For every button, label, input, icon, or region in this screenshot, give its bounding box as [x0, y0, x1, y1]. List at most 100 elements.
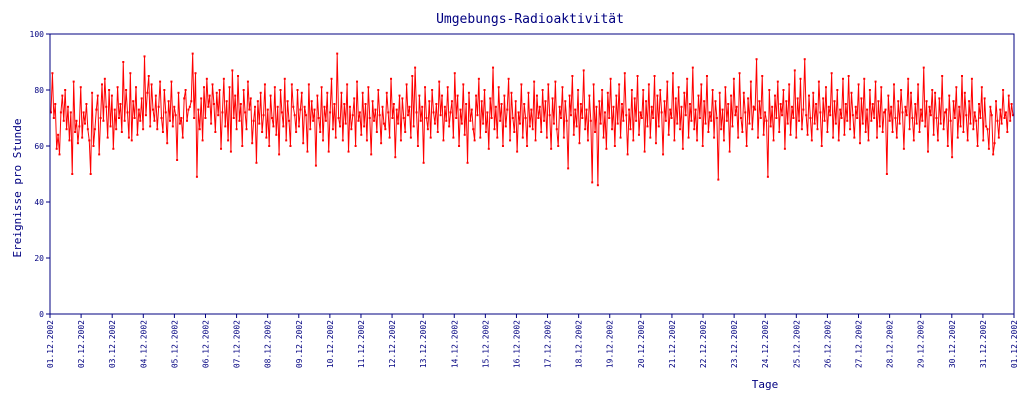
data-point	[687, 136, 690, 139]
data-point	[599, 122, 602, 125]
data-point	[959, 125, 962, 128]
data-point	[530, 108, 533, 111]
data-point	[52, 117, 55, 119]
data-point	[142, 128, 145, 131]
data-point	[645, 100, 648, 103]
data-point	[875, 136, 878, 139]
data-point	[684, 114, 687, 117]
data-point	[435, 103, 438, 105]
data-point	[262, 114, 265, 117]
data-point	[285, 139, 288, 142]
x-tick-label: 19.12.2002	[606, 320, 615, 368]
data-point	[221, 111, 224, 114]
data-point	[261, 131, 264, 133]
data-point	[609, 77, 612, 80]
data-point	[674, 97, 677, 100]
data-point	[686, 77, 689, 80]
data-point	[823, 119, 826, 122]
data-point	[707, 131, 710, 133]
data-point	[880, 86, 883, 89]
data-point	[195, 175, 198, 178]
data-point	[116, 86, 119, 89]
data-point	[327, 150, 330, 153]
data-point	[365, 139, 368, 142]
data-point	[677, 86, 680, 89]
data-point	[272, 125, 275, 128]
data-point	[659, 89, 662, 91]
data-point	[412, 125, 415, 128]
data-point	[540, 131, 543, 133]
data-point	[895, 136, 898, 139]
data-point	[858, 142, 861, 145]
x-tick-label: 01.12.2002	[46, 320, 55, 368]
data-point	[496, 136, 499, 139]
data-point	[439, 114, 442, 117]
data-point	[79, 86, 82, 89]
data-point	[762, 133, 765, 136]
data-point	[271, 117, 274, 119]
data-point	[154, 94, 157, 97]
data-point	[973, 111, 976, 114]
data-point	[995, 100, 997, 103]
data-point	[873, 117, 876, 119]
data-point	[667, 133, 670, 136]
data-point	[696, 139, 699, 142]
data-point	[919, 108, 922, 111]
data-point	[639, 111, 642, 114]
data-point	[926, 150, 929, 153]
data-point	[809, 117, 812, 119]
x-tick-label: 05.12.2002	[170, 320, 179, 368]
data-point	[407, 114, 410, 117]
data-point	[445, 119, 448, 122]
data-point	[747, 97, 750, 100]
data-point	[888, 119, 891, 122]
data-point	[673, 139, 676, 142]
data-point	[72, 80, 75, 83]
data-point	[628, 108, 631, 111]
data-point	[711, 89, 714, 91]
data-point	[943, 111, 946, 114]
data-point	[187, 108, 190, 111]
data-point	[975, 119, 978, 122]
x-tick-label: 07.12.2002	[233, 320, 242, 368]
x-tick-label: 06.12.2002	[201, 320, 210, 368]
data-point	[523, 103, 526, 105]
data-point	[694, 108, 697, 111]
data-point	[901, 111, 904, 114]
data-point	[612, 105, 615, 108]
data-point	[268, 145, 271, 147]
data-point	[885, 173, 888, 175]
data-point	[510, 91, 513, 94]
data-point	[397, 122, 400, 125]
data-point	[125, 89, 128, 91]
data-point	[756, 136, 759, 139]
data-point	[824, 86, 827, 89]
data-point	[411, 75, 414, 77]
data-point	[61, 94, 64, 97]
data-point	[813, 122, 816, 125]
data-point	[841, 77, 844, 80]
data-point	[479, 136, 482, 139]
data-point	[708, 111, 711, 114]
data-point	[269, 94, 272, 97]
data-point	[652, 117, 655, 119]
data-point	[721, 108, 724, 111]
data-point	[664, 119, 667, 122]
data-point	[790, 105, 793, 108]
data-point	[470, 108, 473, 111]
data-point	[160, 117, 163, 119]
data-point	[567, 167, 570, 170]
data-point	[734, 114, 737, 117]
data-point	[442, 139, 445, 142]
data-point	[283, 77, 286, 80]
data-point	[316, 94, 319, 97]
x-tick-label: 30.12.2002	[948, 320, 957, 368]
data-point	[810, 139, 813, 142]
data-point	[95, 108, 98, 111]
data-point	[700, 83, 703, 86]
data-point	[288, 119, 291, 122]
data-point	[490, 117, 493, 119]
data-point	[592, 83, 595, 86]
data-point	[812, 91, 815, 94]
data-point	[289, 145, 292, 147]
